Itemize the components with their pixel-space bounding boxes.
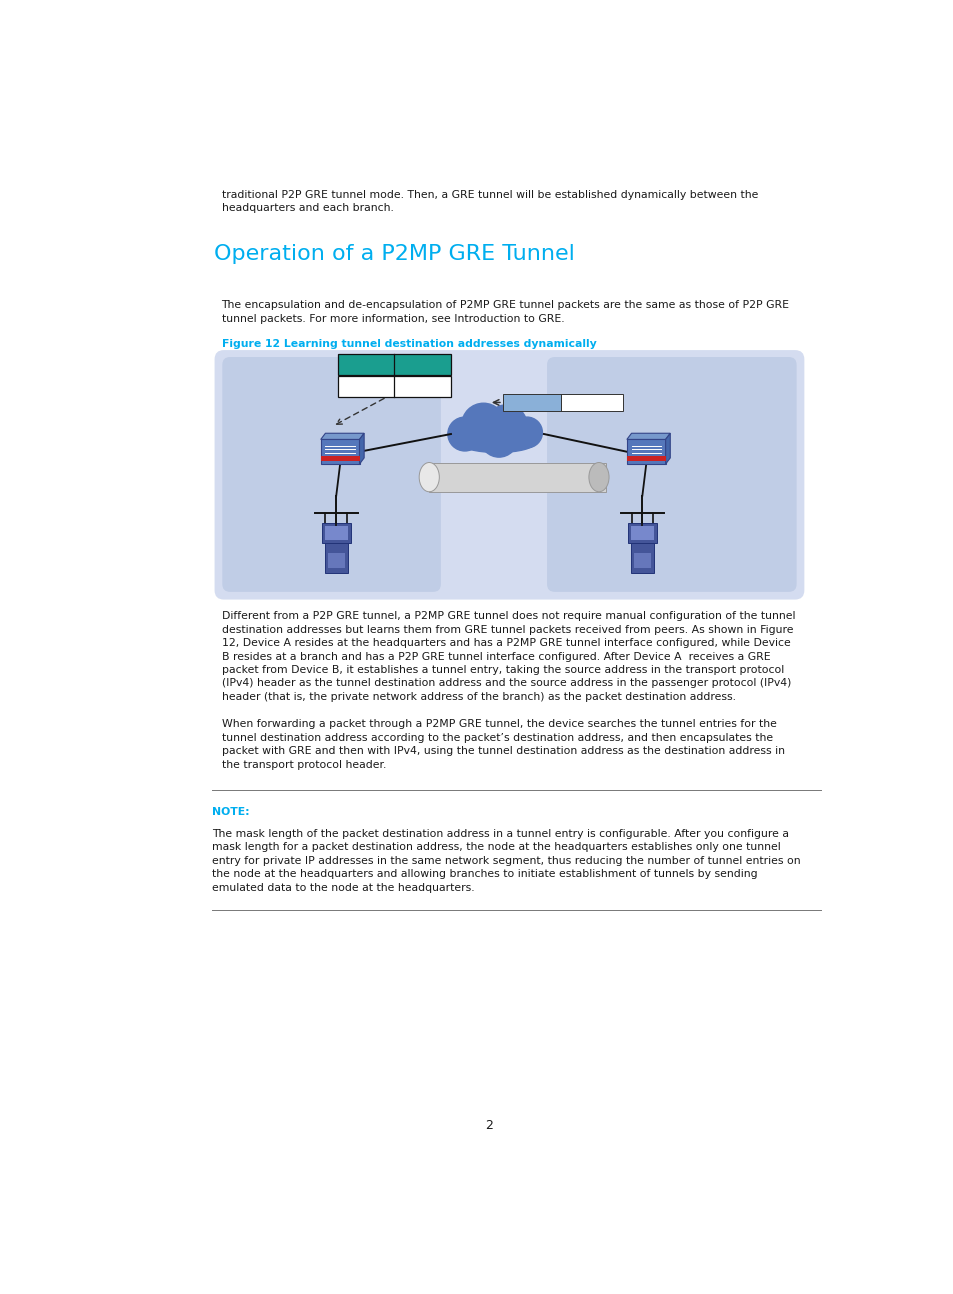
Text: (IPv4) header as the tunnel destination address and the source address in the pa: (IPv4) header as the tunnel destination … <box>221 678 790 688</box>
Text: emulated data to the node at the headquarters.: emulated data to the node at the headqua… <box>212 883 475 893</box>
Circle shape <box>461 404 505 446</box>
Bar <box>502 393 560 411</box>
Circle shape <box>447 417 481 452</box>
Text: the transport protocol header.: the transport protocol header. <box>221 760 386 770</box>
Ellipse shape <box>588 462 608 492</box>
FancyBboxPatch shape <box>222 357 440 591</box>
Bar <box>626 455 665 462</box>
Bar <box>626 440 665 465</box>
Text: The encapsulation and de-encapsulation of P2MP GRE tunnel packets are the same a: The encapsulation and de-encapsulation o… <box>221 300 789 311</box>
Bar <box>337 355 450 375</box>
Circle shape <box>486 405 526 445</box>
Bar <box>337 375 450 397</box>
Text: header (that is, the private network address of the branch) as the packet destin: header (that is, the private network add… <box>221 692 735 701</box>
Bar <box>560 393 622 411</box>
Bar <box>320 455 359 462</box>
Bar <box>630 527 654 541</box>
Text: tunnel destination address according to the packet’s destination address, and th: tunnel destination address according to … <box>221 732 772 743</box>
Ellipse shape <box>459 432 535 453</box>
Text: entry for private IP addresses in the same network segment, thus reducing the nu: entry for private IP addresses in the sa… <box>212 855 800 866</box>
Polygon shape <box>626 433 670 440</box>
Circle shape <box>511 417 542 448</box>
Bar <box>633 554 650 568</box>
Text: NOTE:: NOTE: <box>212 807 250 817</box>
Bar <box>429 462 605 492</box>
Text: destination addresses but learns them from GRE tunnel packets received from peer: destination addresses but learns them fr… <box>221 625 792 634</box>
Text: packet from Device B, it establishes a tunnel entry, taking the source address i: packet from Device B, it establishes a t… <box>221 665 783 675</box>
Text: packet with GRE and then with IPv4, using the tunnel destination address as the : packet with GRE and then with IPv4, usin… <box>221 747 783 756</box>
Bar <box>630 543 654 573</box>
Text: headquarters and each branch.: headquarters and each branch. <box>221 203 393 214</box>
Text: Figure 12 Learning tunnel destination addresses dynamically: Figure 12 Learning tunnel destination ad… <box>221 339 596 348</box>
Circle shape <box>480 421 517 457</box>
FancyBboxPatch shape <box>546 357 796 591</box>
Text: mask length for a packet destination address, the node at the headquarters estab: mask length for a packet destination add… <box>212 842 781 853</box>
Text: Operation of a P2MP GRE Tunnel: Operation of a P2MP GRE Tunnel <box>213 243 574 264</box>
Text: 12, Device A resides at the headquarters and has a P2MP GRE tunnel interface con: 12, Device A resides at the headquarters… <box>221 638 789 648</box>
Polygon shape <box>359 433 364 465</box>
Text: tunnel packets. For more information, see Introduction to GRE.: tunnel packets. For more information, se… <box>221 313 563 324</box>
Bar <box>321 523 351 543</box>
Text: When forwarding a packet through a P2MP GRE tunnel, the device searches the tunn: When forwarding a packet through a P2MP … <box>221 719 776 730</box>
Bar <box>627 523 657 543</box>
Text: Different from a P2P GRE tunnel, a P2MP GRE tunnel does not require manual confi: Different from a P2P GRE tunnel, a P2MP … <box>221 611 794 621</box>
Bar <box>324 543 348 573</box>
Ellipse shape <box>418 462 439 492</box>
FancyBboxPatch shape <box>214 351 803 599</box>
Text: traditional P2P GRE tunnel mode. Then, a GRE tunnel will be established dynamica: traditional P2P GRE tunnel mode. Then, a… <box>221 190 757 201</box>
Text: B resides at a branch and has a P2P GRE tunnel interface configured. After Devic: B resides at a branch and has a P2P GRE … <box>221 652 769 661</box>
Text: The mask length of the packet destination address in a tunnel entry is configura: The mask length of the packet destinatio… <box>212 828 788 839</box>
Text: the node at the headquarters and allowing branches to initiate establishment of : the node at the headquarters and allowin… <box>212 870 757 879</box>
Text: 2: 2 <box>484 1119 493 1132</box>
Bar <box>328 554 344 568</box>
Polygon shape <box>320 433 364 440</box>
Polygon shape <box>665 433 670 465</box>
Bar <box>320 440 359 465</box>
Bar <box>324 527 348 541</box>
